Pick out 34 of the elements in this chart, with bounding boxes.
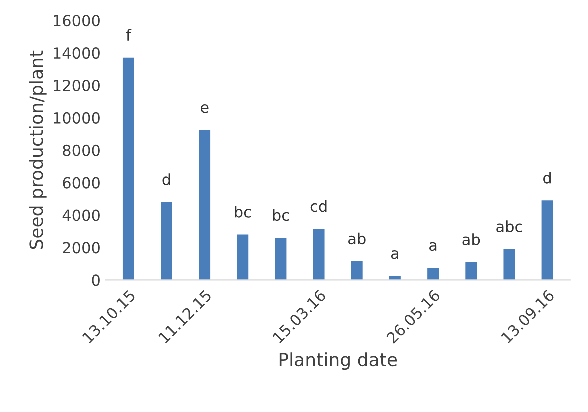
bar <box>161 202 172 280</box>
data-label: d <box>162 174 170 186</box>
y-tick-label: 16000 <box>54 15 100 27</box>
data-label: cd <box>310 200 327 212</box>
y-tick-label: 8000 <box>63 144 100 156</box>
bar <box>351 262 363 280</box>
data-label: a <box>430 242 437 252</box>
y-tick-label: 14000 <box>54 48 100 60</box>
y-tick-label: 10000 <box>54 112 100 124</box>
bar <box>237 234 249 280</box>
bar <box>466 262 478 280</box>
y-tick-label: 0 <box>92 274 100 286</box>
bar <box>542 200 554 280</box>
data-label: e <box>200 104 209 114</box>
y-tick-label: 4000 <box>62 210 100 222</box>
bar <box>275 238 287 280</box>
y-tick-label: 6000 <box>63 177 100 189</box>
data-label: ab <box>462 234 480 246</box>
y-tick-label: 2000 <box>63 242 100 254</box>
data-label: a <box>391 250 399 260</box>
x-axis-title: Planting date <box>280 352 398 370</box>
bar <box>122 58 134 280</box>
bar <box>504 249 516 280</box>
data-label: d <box>544 172 551 184</box>
y-axis-title: Seed production/plant <box>29 50 47 250</box>
bar <box>313 229 325 280</box>
data-label: ab <box>348 232 366 245</box>
y-tick-label: 12000 <box>54 80 100 92</box>
bar <box>199 130 211 280</box>
data-label: f <box>126 29 132 41</box>
bar <box>428 268 439 280</box>
data-label: bc <box>273 209 290 222</box>
data-label: abc <box>496 220 522 232</box>
data-label: bc <box>235 206 252 218</box>
